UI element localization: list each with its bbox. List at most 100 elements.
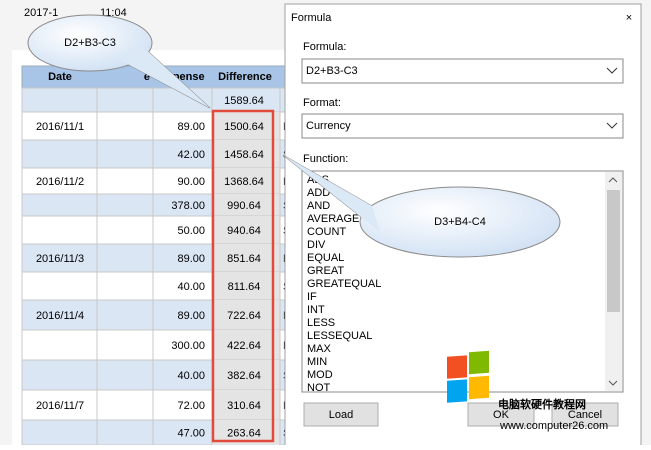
label: Formula: [303, 41, 346, 53]
selected-cell [212, 244, 280, 272]
callout: D3+B4-C4 [282, 154, 561, 258]
date-cell: 2016/11/3 [36, 253, 84, 265]
function-item: ADD [307, 187, 330, 199]
function-item: AVERAGE [307, 213, 359, 225]
function-item: MAX [307, 343, 332, 355]
selected-cell [212, 300, 280, 330]
dialog-title: Formula [291, 12, 332, 24]
formula-dropdown[interactable] [301, 58, 624, 84]
logo-tile [447, 379, 467, 403]
function-list: ABSADDANDAVERAGECOUNTDIVEQUALGREATGREATE… [307, 174, 381, 394]
dropdown-value: Currency [306, 120, 351, 132]
selected-cell [212, 272, 280, 300]
highlight-box [211, 109, 275, 443]
function-item: COUNT [307, 226, 346, 238]
dropdown-arrow [606, 122, 618, 129]
selected-cell [212, 390, 280, 420]
expense-cell: 300.00 [171, 340, 205, 352]
function-item: EQUAL [307, 252, 344, 264]
label: Function: [303, 153, 348, 165]
function-item: NOT [307, 382, 331, 394]
function-item: INT [307, 304, 325, 316]
selected-cell [212, 330, 280, 360]
function-item: AND [307, 200, 330, 212]
watermark-title: 电脑软硬件教程网 [498, 397, 586, 411]
callout-text: D2+B3-C3 [64, 37, 116, 49]
dropdown-arrow [606, 67, 618, 74]
watermark-url: www.computer26.com [499, 420, 608, 432]
expense-cell: 378.00 [171, 200, 205, 212]
selected-cell [212, 112, 280, 140]
selected-cell [212, 360, 280, 390]
difference-cell: 1368.64 [224, 176, 264, 188]
column-header: Date [48, 71, 72, 83]
difference-cell: 1589.64 [224, 95, 264, 107]
load-button[interactable] [303, 402, 379, 427]
date-cell: 2016/11/4 [36, 310, 84, 322]
button-label: Cancel [568, 409, 602, 421]
format-dropdown[interactable] [301, 113, 624, 139]
function-item: LESS [307, 317, 335, 329]
callout: D2+B3-C3 [27, 14, 211, 109]
expense-cell: 89.00 [177, 253, 205, 265]
watermark: 电脑软硬件教程网 www.computer26.com [447, 350, 608, 432]
function-item: LESSEQUAL [307, 330, 372, 342]
logo-tile [469, 350, 489, 375]
difference-cell: 722.64 [227, 310, 261, 322]
column-header: e [144, 71, 150, 83]
logo-tile [447, 355, 467, 379]
expense-cell: 72.00 [177, 400, 205, 412]
date-cell: 2016/11/1 [36, 121, 84, 133]
expense-cell: 40.00 [177, 281, 205, 293]
callout-text: D3+B4-C4 [434, 216, 486, 228]
expense-cell: 40.00 [177, 370, 205, 382]
selected-cell [212, 140, 280, 168]
expense-cell: 50.00 [177, 225, 205, 237]
button-label: Load [329, 409, 353, 421]
difference-cell: 263.64 [227, 427, 261, 439]
dropdown-value: D2+B3-C3 [306, 65, 358, 77]
callout-pointer [283, 155, 380, 232]
overlay: D2+B3-C3 D3+B4-C4 电脑软硬件教程网 www.computer26.c… [27, 14, 608, 432]
difference-cell: 811.64 [228, 281, 261, 293]
callout-bubble [27, 14, 153, 72]
expense-cell: 42.00 [177, 149, 205, 161]
ok-button[interactable] [467, 402, 535, 427]
timestamp: 2017-1 [24, 7, 58, 19]
scroll-down[interactable] [608, 380, 618, 386]
difference-cell: 1500.64 [224, 121, 264, 133]
selected-cell [212, 168, 280, 194]
difference-cell: 990.64 [227, 200, 261, 212]
scroll-up[interactable] [608, 177, 618, 183]
function-item: MIN [307, 356, 327, 368]
cancel-button[interactable] [551, 402, 619, 427]
expense-cell: 89.00 [177, 121, 205, 133]
difference-cell: 1458.64 [224, 149, 264, 161]
difference-cell: 940.64 [227, 225, 261, 237]
function-item: MOD [307, 369, 333, 381]
button-label: OK [493, 409, 510, 421]
close-icon: × [626, 12, 632, 24]
expense-cell: 90.00 [177, 176, 205, 188]
expense-cell: 47.00 [177, 427, 205, 439]
function-item: DIV [307, 239, 326, 251]
difference-cell: 422.64 [227, 340, 261, 352]
column-header: Difference [218, 71, 272, 83]
function-item: GREAT [307, 265, 344, 277]
callout-pointer [120, 46, 210, 108]
selected-cell [212, 216, 280, 244]
logo-tile [469, 375, 489, 400]
callout-bubble [359, 186, 561, 258]
scroll-thumb[interactable] [607, 190, 620, 312]
expense-cell: 89.00 [177, 310, 205, 322]
label: Format: [303, 97, 341, 109]
difference-cell: 851.64 [227, 253, 261, 265]
difference-cell: 310.64 [227, 400, 261, 412]
difference-cell: 382.64 [227, 370, 261, 382]
close-button[interactable] [619, 8, 639, 28]
date-cell: 2016/11/7 [36, 400, 84, 412]
function-item: GREATEQUAL [307, 278, 381, 290]
function-item: IF [307, 291, 317, 303]
